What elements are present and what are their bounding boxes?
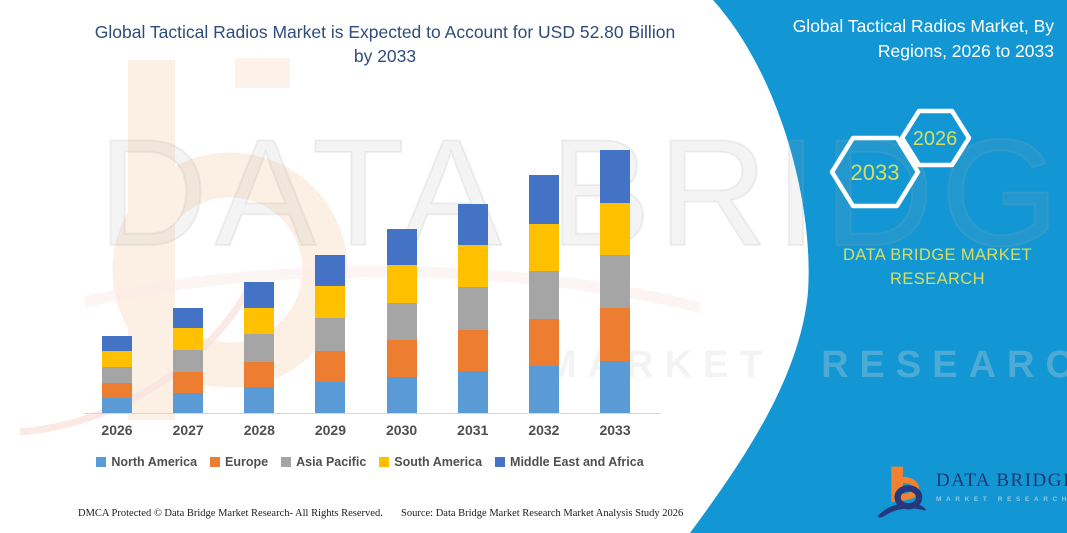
bar-segment-2032-europe — [528, 318, 559, 366]
legend-item-south-america: South America — [379, 455, 482, 469]
x-label-2030: 2030 — [386, 422, 418, 438]
logo-wordmark: DATA BRIDGE — [936, 470, 1067, 491]
panel-title: Global Tactical Radios Market, By Region… — [754, 14, 1054, 64]
bar-segment-2028-asia-pacific — [244, 334, 275, 362]
bar-2031 — [457, 203, 488, 413]
bar-segment-2028-south-america — [244, 308, 275, 335]
legend-marker-north-america — [96, 457, 107, 467]
panel-brand-line1: DATA BRIDGE MARKET — [842, 246, 1033, 264]
x-label-2028: 2028 — [243, 422, 275, 438]
x-label-2031: 2031 — [457, 422, 489, 438]
bar-segment-2026-middle-east-and-africa — [102, 335, 132, 351]
bar-segment-2032-south-america — [528, 223, 559, 272]
bar-segment-2027-south-america — [173, 328, 204, 351]
bar-segment-2026-north-america — [102, 398, 132, 413]
dmca-copyright-text: DMCA Protected © Data Bridge Market Rese… — [78, 508, 383, 519]
bar-segment-2028-middle-east-and-africa — [244, 282, 275, 309]
bar-segment-2030-asia-pacific — [386, 302, 417, 341]
blue-panel-path — [690, 0, 1067, 533]
logo-tagline: MARKET RESEARCH — [936, 496, 1067, 503]
bar-segment-2032-north-america — [528, 365, 559, 413]
panel-brand-line2: RESEARCH — [890, 269, 985, 288]
chart-title: Global Tactical Radios Market is Expecte… — [55, 21, 715, 68]
bar-2029 — [315, 254, 346, 413]
bar-segment-2026-europe — [102, 382, 132, 399]
data-bridge-logo-icon — [877, 466, 926, 518]
x-axis-line — [84, 413, 660, 414]
bar-segment-2029-asia-pacific — [315, 318, 346, 351]
bar-2032 — [528, 175, 559, 413]
legend-item-north-america: North America — [96, 455, 197, 469]
bar-segment-2028-europe — [244, 361, 275, 388]
legend-label-europe: Europe — [225, 455, 269, 469]
x-label-2026: 2026 — [101, 422, 133, 438]
bar-segment-2029-europe — [315, 350, 346, 382]
x-label-2033: 2033 — [599, 422, 631, 438]
hexagon-2033-label: 2033 — [850, 160, 900, 185]
hexagon-2033-icon — [829, 135, 921, 209]
chart-title-line1: Global Tactical Radios Market is Expecte… — [94, 22, 676, 42]
bar-2033 — [600, 150, 631, 413]
bar-2030 — [386, 228, 417, 413]
bar-segment-2027-middle-east-and-africa — [173, 307, 204, 329]
legend-marker-south-america — [379, 457, 390, 467]
plot-area — [102, 150, 631, 413]
bar-segment-2027-europe — [173, 371, 204, 393]
legend-label-south-america: South America — [394, 455, 483, 469]
bar-segment-2027-asia-pacific — [173, 350, 204, 372]
legend-item-middle-east-and-africa: Middle East and Africa — [495, 455, 644, 469]
panel-title-line1: Global Tactical Radios Market, By — [792, 16, 1054, 36]
legend-label-asia-pacific: Asia Pacific — [296, 455, 367, 469]
chart-legend: North America Europe Asia Pacific South Ame… — [62, 455, 678, 469]
hexagon-2026-label: 2026 — [912, 128, 958, 150]
bar-2027 — [173, 307, 204, 413]
bar-segment-2026-asia-pacific — [102, 366, 132, 383]
legend-label-middle-east-and-africa: Middle East and Africa — [510, 455, 644, 469]
bar-2026 — [102, 335, 132, 413]
bar-segment-2033-south-america — [600, 202, 631, 256]
bar-segment-2026-south-america — [102, 350, 132, 367]
x-label-2027: 2027 — [172, 422, 204, 438]
source-text: Source: Data Bridge Market Research Mark… — [401, 508, 684, 519]
x-label-2032: 2032 — [528, 422, 560, 438]
bar-2028 — [244, 282, 275, 413]
bar-segment-2030-south-america — [386, 265, 417, 303]
bar-segment-2033-middle-east-and-africa — [600, 150, 631, 203]
bar-segment-2028-north-america — [244, 387, 275, 413]
chart-title-line2: by 2033 — [353, 45, 417, 66]
bar-segment-2031-europe — [457, 329, 488, 372]
hexagon-2026-icon — [899, 108, 972, 168]
bar-segment-2032-middle-east-and-africa — [528, 175, 559, 224]
legend-item-europe: Europe — [210, 455, 268, 469]
bar-segment-2033-north-america — [600, 360, 631, 413]
bar-segment-2031-asia-pacific — [457, 287, 488, 330]
bar-segment-2029-north-america — [315, 381, 346, 413]
legend-item-asia-pacific: Asia Pacific — [281, 455, 366, 469]
bar-segment-2027-north-america — [173, 392, 204, 413]
legend-marker-europe — [210, 457, 221, 467]
bar-segment-2033-europe — [600, 307, 631, 361]
bar-segment-2030-north-america — [386, 377, 417, 413]
legend-label-north-america: North America — [111, 455, 198, 469]
bar-segment-2030-middle-east-and-africa — [386, 228, 417, 266]
legend-marker-asia-pacific — [281, 457, 292, 467]
legend-marker-middle-east-and-africa — [495, 457, 506, 467]
bar-segment-2029-south-america — [315, 286, 346, 319]
bar-segment-2032-asia-pacific — [528, 271, 559, 319]
bar-segment-2031-south-america — [457, 245, 488, 288]
bar-segment-2029-middle-east-and-africa — [315, 254, 346, 287]
bar-segment-2030-europe — [386, 340, 417, 378]
panel-title-line2: Regions, 2026 to 2033 — [877, 40, 1054, 61]
data-bridge-logo: DATA BRIDGE MARKET RESEARCH — [876, 461, 1067, 521]
bar-segment-2031-middle-east-and-africa — [457, 203, 488, 246]
x-label-2029: 2029 — [314, 422, 347, 438]
bar-segment-2031-north-america — [457, 371, 488, 413]
bar-segment-2033-asia-pacific — [600, 255, 631, 308]
panel-brand-text: DATA BRIDGE MARKET RESEARCH — [810, 244, 1065, 292]
